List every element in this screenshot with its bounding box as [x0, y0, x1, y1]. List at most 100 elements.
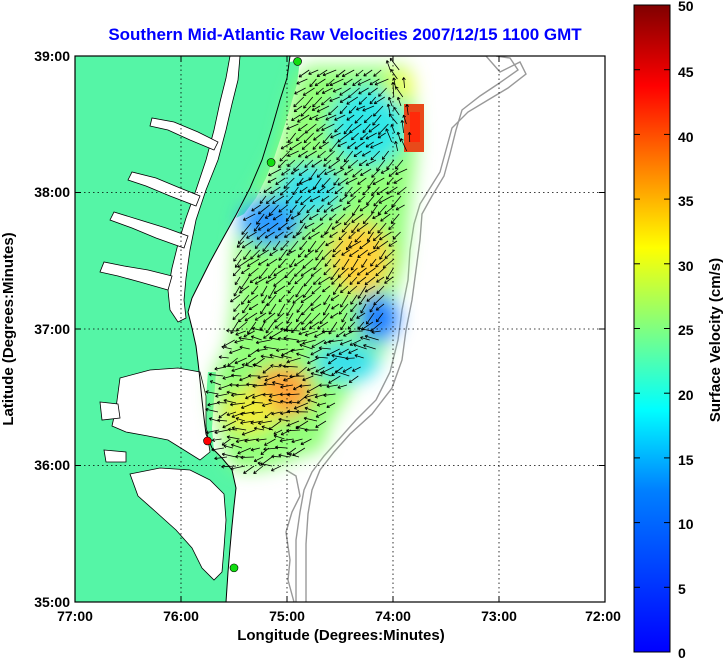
velocity-arrow [392, 231, 401, 240]
velocity-arrow [299, 177, 313, 185]
velocity-arrow [298, 69, 310, 78]
velocity-arrow [343, 78, 353, 86]
velocity-arrow [310, 303, 322, 311]
velocity-arrow [378, 87, 387, 97]
velocity-arrow [388, 240, 398, 247]
velocity-arrow [257, 204, 270, 215]
velocity-arrow [231, 366, 244, 372]
velocity-arrow [316, 168, 327, 178]
velocity-arrow [350, 258, 359, 271]
velocity-arrow [319, 312, 330, 325]
velocity-arrow [254, 240, 263, 249]
velocity-arrow [407, 131, 412, 143]
velocity-arrow [248, 303, 259, 310]
velocity-arrow [251, 285, 259, 295]
velocity-arrow [273, 429, 283, 435]
velocity-arrow [334, 114, 346, 121]
velocity-arrow [266, 258, 278, 267]
velocity-arrow [350, 294, 358, 305]
hf-radar-stations [203, 57, 302, 573]
velocity-arrow [279, 150, 290, 162]
velocity-arrow [258, 267, 268, 279]
velocity-arrow [369, 96, 377, 105]
velocity-arrow [348, 105, 357, 114]
colorbar-tick-label: 40 [678, 129, 694, 145]
velocity-arrow [396, 131, 402, 143]
velocity-arrow [248, 267, 259, 277]
velocity-arrow [323, 150, 335, 162]
velocity-arrow [362, 213, 373, 225]
velocity-arrow [331, 366, 343, 377]
velocity-arrow [329, 78, 344, 87]
station-marker [266, 158, 276, 167]
velocity-arrow [323, 267, 331, 276]
velocity-arrow [328, 105, 339, 116]
velocity-arrow [297, 249, 305, 258]
velocity-arrow [345, 177, 358, 185]
velocity-arrow [374, 78, 389, 86]
velocity-arrow [329, 141, 339, 152]
velocity-arrow [353, 343, 367, 350]
velocity-arrow [268, 267, 277, 279]
velocity-arrow [277, 222, 288, 231]
station-marker [203, 436, 212, 446]
velocity-arrow [376, 276, 385, 283]
velocity-arrow [342, 204, 351, 211]
velocity-arrow [348, 240, 362, 249]
grid-lines [75, 56, 605, 602]
velocity-arrow [287, 285, 295, 294]
velocity-arrow [294, 276, 304, 285]
velocity-arrow [338, 231, 347, 241]
velocity-arrow [315, 249, 324, 261]
velocity-arrow [323, 159, 332, 167]
velocity-arrow [325, 78, 335, 87]
velocity-arrow [335, 330, 345, 338]
velocity-arrow [346, 96, 359, 105]
velocity-arrow [343, 150, 354, 163]
velocity-arrow [387, 96, 393, 107]
velocity-arrow [318, 141, 329, 149]
velocity-arrow [277, 303, 286, 317]
velocity-arrow [256, 213, 265, 225]
velocity-arrow [271, 454, 282, 459]
velocity-arrow [223, 444, 234, 449]
velocity-arrow [270, 364, 280, 368]
velocity-arrow [304, 393, 318, 399]
velocity-arrow [338, 303, 349, 315]
velocity-arrow [331, 222, 342, 230]
velocity-arrow [347, 159, 359, 169]
velocity-arrow [356, 312, 366, 319]
x-tick-label: 73:00 [481, 608, 517, 624]
velocity-arrow [260, 303, 268, 315]
velocity-arrow [329, 231, 338, 238]
velocity-arrow [253, 456, 264, 463]
velocity-arrow [248, 373, 260, 378]
velocity-arrow [235, 321, 248, 332]
velocity-arrow [283, 336, 298, 341]
velocity-arrow [350, 312, 357, 322]
velocity-arrow [369, 78, 380, 86]
velocity-arrow [313, 276, 322, 285]
velocity-arrow [379, 231, 392, 241]
x-tick-label: 76:00 [163, 608, 199, 624]
velocity-arrow [337, 177, 349, 186]
velocity-arrow [380, 213, 391, 222]
velocity-arrow [350, 303, 358, 313]
velocity-arrow [316, 105, 330, 113]
velocity-arrow [235, 417, 246, 422]
velocity-arrow [334, 370, 350, 377]
velocity-arrow [348, 231, 356, 239]
velocity-arrow [352, 78, 362, 86]
velocity-arrow [366, 231, 374, 242]
velocity-arrow [321, 123, 335, 131]
velocity-arrow [371, 204, 378, 214]
velocity-arrow [244, 438, 258, 443]
colorbar-tick-label: 45 [678, 64, 694, 80]
velocity-arrow [357, 78, 371, 86]
velocity-arrow [349, 123, 362, 134]
velocity-arrow [216, 400, 228, 405]
velocity-arrow [251, 204, 261, 212]
velocity-arrow [246, 382, 257, 387]
velocity-arrow [270, 465, 282, 472]
tick-marks [75, 56, 605, 602]
